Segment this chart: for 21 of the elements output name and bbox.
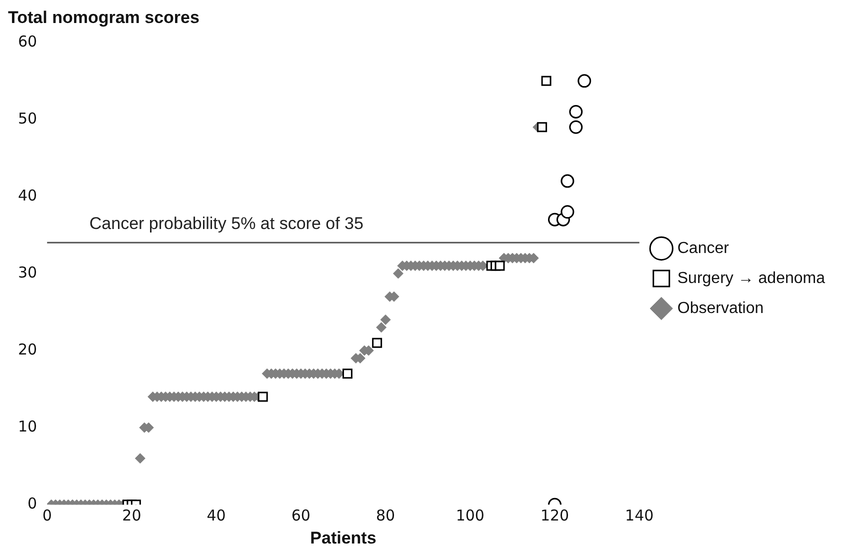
- legend-label: Cancer: [677, 240, 730, 257]
- y-tick-label: 40: [18, 186, 38, 204]
- x-tick-label: 0: [42, 506, 52, 524]
- ref-line-label: Cancer probability 5% at score of 35: [89, 214, 364, 233]
- y-tick-label: 0: [28, 494, 38, 512]
- legend-label: Observation: [677, 300, 764, 317]
- x-tick-label: 120: [540, 506, 570, 524]
- x-tick-label: 80: [376, 506, 396, 524]
- x-tick-label: 40: [206, 506, 226, 524]
- x-tick-label: 100: [456, 506, 484, 524]
- y-tick-label: 20: [18, 340, 38, 358]
- y-tick-label: 30: [18, 263, 38, 282]
- y-tick-label: 60: [18, 32, 38, 50]
- y-tick-label: 50: [18, 109, 38, 128]
- legend-label: Surgery → adenoma: [677, 270, 826, 287]
- x-tick-label: 140: [625, 506, 654, 524]
- x-tick-label: 20: [122, 506, 142, 524]
- x-axis-title: Patients: [310, 528, 376, 548]
- x-tick-label: 60: [291, 506, 310, 524]
- y-axis-title: Total nomogram scores: [8, 8, 200, 27]
- y-tick-label: 10: [18, 417, 38, 436]
